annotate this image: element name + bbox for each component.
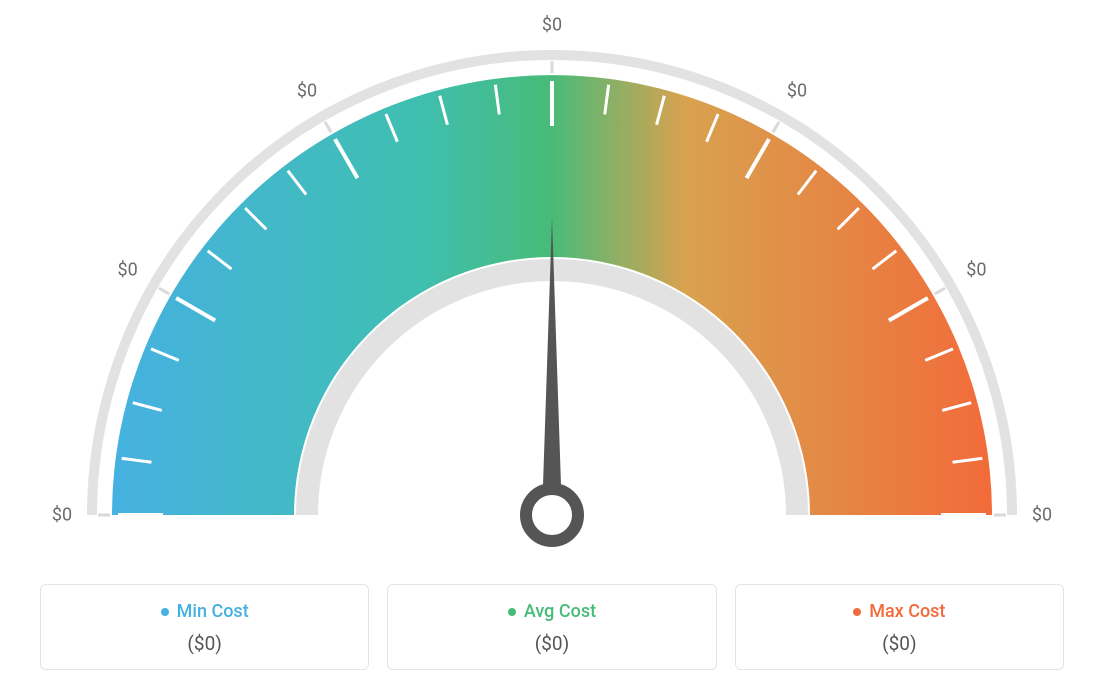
gauge-tick-label: $0 bbox=[787, 80, 807, 101]
gauge-tick-label: $0 bbox=[297, 80, 317, 101]
legend-label-max: Max Cost bbox=[869, 601, 945, 622]
gauge-tick-label: $0 bbox=[118, 260, 138, 281]
legend-title-avg: Avg Cost bbox=[508, 601, 596, 622]
gauge-tick-label: $0 bbox=[542, 15, 562, 36]
legend-label-min: Min Cost bbox=[177, 601, 249, 622]
legend-title-min: Min Cost bbox=[161, 601, 249, 622]
gauge-tick-label: $0 bbox=[1032, 505, 1052, 526]
legend-dot-min bbox=[161, 608, 169, 616]
legend-value-min: ($0) bbox=[51, 632, 358, 655]
gauge-tick-label: $0 bbox=[966, 260, 986, 281]
legend-label-avg: Avg Cost bbox=[524, 601, 596, 622]
gauge-chart-container: $0 $0 $0 $0 $0 $0 $0 Min Cost ($0) Avg Cost ($… bbox=[0, 0, 1104, 690]
legend-dot-max bbox=[853, 608, 861, 616]
legend-dot-avg bbox=[508, 608, 516, 616]
gauge-dial: $0 $0 $0 $0 $0 $0 $0 bbox=[52, 10, 1052, 550]
legend-title-max: Max Cost bbox=[853, 601, 945, 622]
gauge-tick-label: $0 bbox=[52, 505, 72, 526]
legend-card-avg: Avg Cost ($0) bbox=[387, 584, 716, 671]
legend-card-max: Max Cost ($0) bbox=[735, 584, 1064, 671]
legend-value-avg: ($0) bbox=[398, 632, 705, 655]
gauge-svg bbox=[52, 10, 1052, 550]
legend-value-max: ($0) bbox=[746, 632, 1053, 655]
legend-card-min: Min Cost ($0) bbox=[40, 584, 369, 671]
legend-row: Min Cost ($0) Avg Cost ($0) Max Cost ($0… bbox=[0, 572, 1104, 690]
